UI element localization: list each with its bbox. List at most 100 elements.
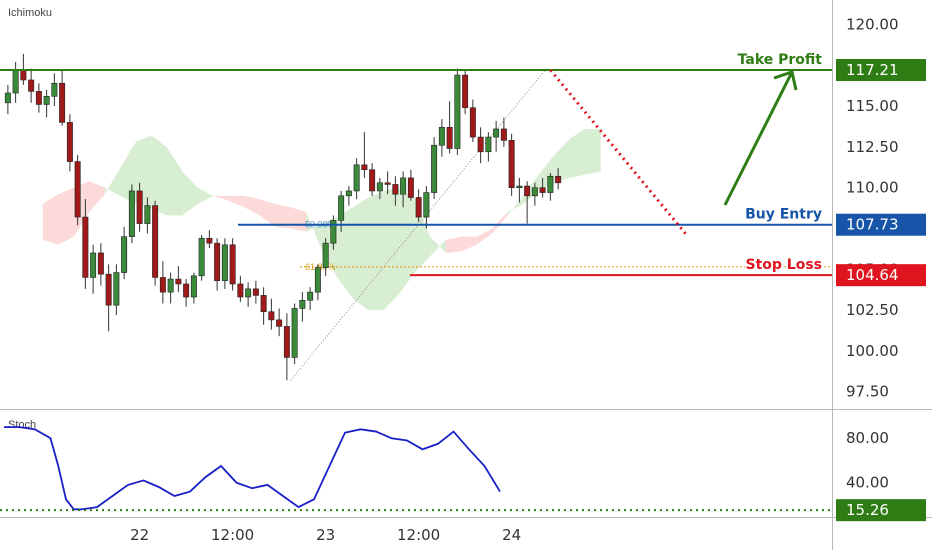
trade-drawings: Take Profit Buy Entry Stop Loss — [0, 51, 832, 277]
candle-body — [431, 144, 438, 193]
stoch-axis[interactable]: 80.00 40.00 — [846, 429, 889, 491]
cloud-segment — [213, 195, 229, 201]
stoch-level-tag — [836, 499, 926, 522]
cloud-segment — [445, 236, 462, 253]
candle-body — [307, 291, 314, 301]
stoch-level-tag-text: 15.26 — [846, 501, 889, 519]
cloud-segment — [197, 187, 214, 204]
buy-entry-label: Buy Entry — [745, 207, 822, 223]
candle-body — [516, 185, 523, 188]
candle-body — [555, 175, 562, 184]
candle-body — [330, 220, 337, 244]
stoch-tick-label: 40.00 — [846, 474, 889, 492]
cloud-segment — [182, 171, 198, 216]
candle-body — [136, 190, 143, 224]
cloud-segment — [290, 207, 307, 232]
stochastic-panel — [0, 426, 832, 512]
time-tick-label: 12:00 — [211, 526, 254, 544]
candle-body — [345, 190, 352, 197]
cloud-segment — [461, 236, 477, 252]
stoch-k-line — [4, 426, 501, 511]
candle-body — [167, 278, 174, 293]
cloud-segment — [507, 195, 524, 216]
candle-body — [245, 288, 252, 298]
candle-body — [462, 74, 469, 109]
take-profit-label: Take Profit — [738, 52, 823, 68]
candle-body — [51, 82, 58, 97]
cloud-segment — [492, 212, 508, 234]
candle-body — [322, 242, 329, 268]
candle-body — [299, 299, 306, 309]
candle-body — [524, 185, 531, 197]
cloud-segment — [275, 204, 291, 229]
price-tick-label: 100.00 — [846, 342, 899, 360]
candle-body — [400, 177, 407, 195]
cloud-segment — [476, 228, 493, 245]
price-tick-label: 120.00 — [846, 15, 899, 33]
take-profit-price-tag — [836, 59, 926, 82]
candle-body — [128, 190, 135, 237]
target-arrow[interactable] — [723, 71, 794, 206]
price-tick-label: 115.00 — [846, 97, 899, 115]
time-axis[interactable]: 22 12:00 23 12:00 24 — [130, 526, 521, 544]
cloud-segment — [585, 128, 601, 175]
stop-loss-label: Stop Loss — [746, 257, 823, 273]
candle-body — [206, 237, 213, 244]
cloud-segment — [42, 194, 59, 245]
cloud-segment — [352, 197, 369, 311]
candle-body — [314, 267, 321, 293]
take-profit-price-tag-text: 117.21 — [846, 61, 899, 79]
candle-body — [361, 164, 368, 171]
candle-body — [159, 277, 166, 293]
buy-entry-price-tag — [836, 213, 926, 236]
candle-body — [190, 275, 197, 298]
candle-body — [214, 242, 221, 282]
cloud-segment — [228, 195, 245, 208]
cloud-segment — [259, 199, 276, 227]
price-tick-label: 97.50 — [846, 383, 889, 401]
candle-body — [252, 288, 259, 296]
candle-body — [221, 244, 228, 282]
time-tick-label: 22 — [130, 526, 149, 544]
candle-body — [547, 175, 554, 193]
candle-body — [175, 278, 182, 285]
candle-body — [531, 187, 538, 197]
candle-body — [90, 252, 97, 278]
time-tick-label: 24 — [502, 526, 521, 544]
candle-body — [183, 283, 190, 298]
price-tick-label: 110.00 — [846, 179, 899, 197]
candle-body — [338, 195, 345, 221]
candle-body — [43, 95, 50, 105]
candle-body — [35, 91, 42, 105]
candle-body — [415, 197, 422, 218]
cloud-segment — [368, 190, 384, 311]
cloud-segment — [383, 187, 400, 311]
candle-body — [508, 140, 515, 188]
candle-body — [493, 128, 500, 138]
candle-body — [353, 164, 360, 192]
cloud-segment — [569, 128, 586, 178]
cloud-segment — [399, 187, 415, 294]
candle-body — [392, 184, 399, 195]
cloud-segment — [244, 195, 260, 216]
cloud-segment — [306, 212, 322, 250]
candle-body — [423, 192, 430, 218]
candle-body — [28, 79, 35, 92]
price-tick-label: 112.50 — [846, 138, 899, 156]
candle-body — [152, 205, 159, 278]
time-tick-label: 23 — [316, 526, 335, 544]
candle-body — [260, 295, 267, 313]
time-tick-label: 12:00 — [397, 526, 440, 544]
candle-body — [121, 236, 128, 273]
candle-body — [291, 308, 298, 358]
candle-body — [229, 244, 236, 285]
candle-body — [384, 182, 391, 185]
candle-body — [12, 69, 19, 94]
candle-body — [469, 107, 476, 138]
candle-body — [268, 311, 275, 321]
candle-body — [97, 252, 104, 275]
candles — [4, 53, 562, 381]
candle-body — [376, 182, 383, 192]
candle-body — [539, 187, 546, 193]
